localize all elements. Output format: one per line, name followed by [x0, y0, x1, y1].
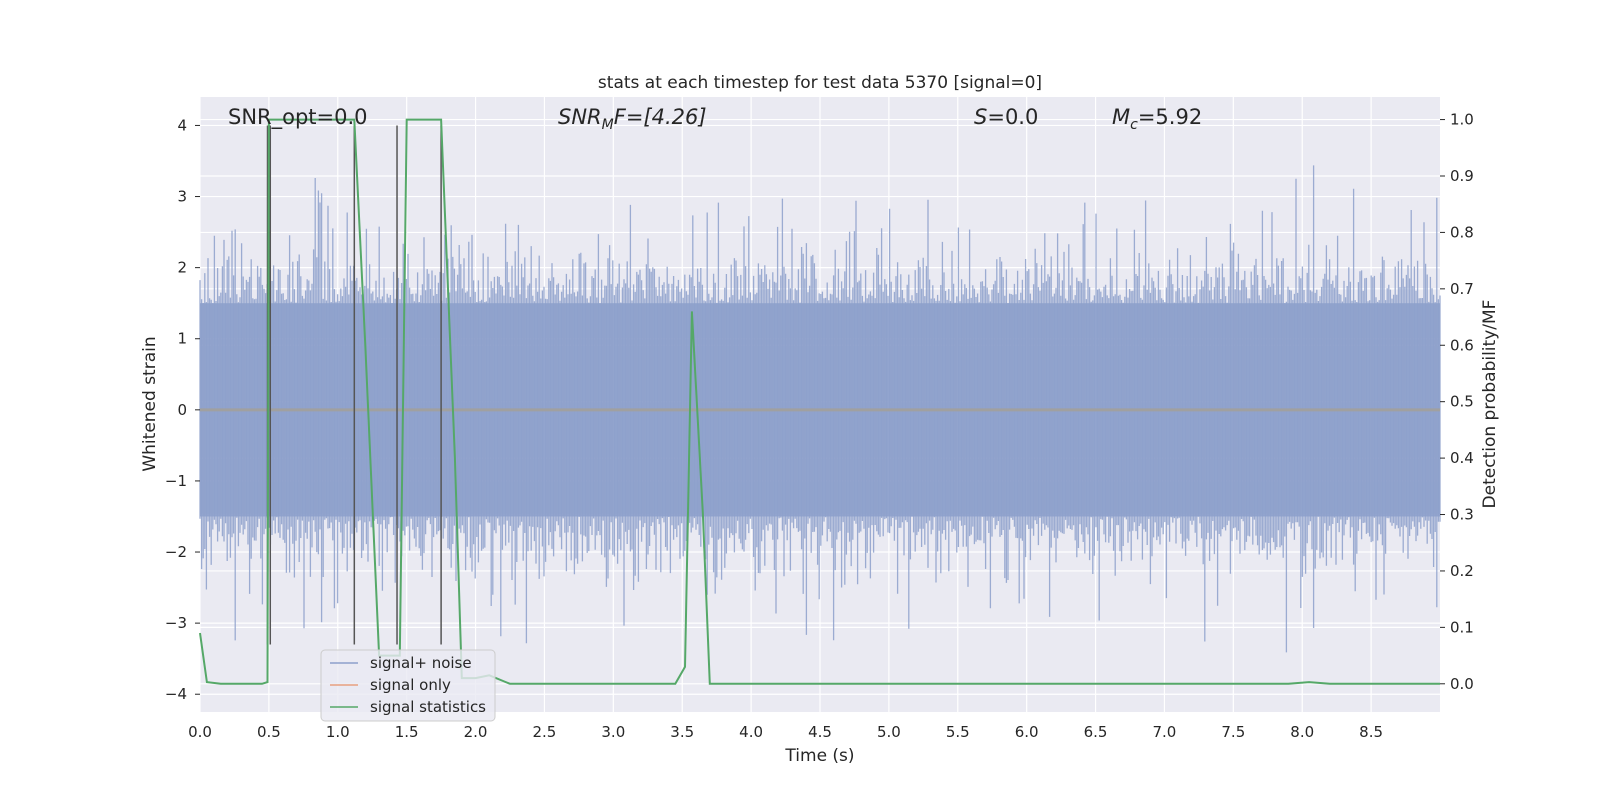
chart-title: stats at each timestep for test data 537… — [598, 73, 1042, 93]
x-tick-17: 8.5 — [1359, 723, 1383, 741]
legend-label-signal-noise: signal+ noise — [370, 654, 472, 672]
y-left-tick-8: −4 — [165, 685, 187, 703]
y-right-tick-0: 1.0 — [1450, 111, 1474, 129]
y-left-tick-6: −2 — [165, 543, 187, 561]
y-right-tick-2: 0.8 — [1450, 223, 1474, 241]
y-right-tick-4: 0.6 — [1450, 336, 1474, 354]
mc-rest: =5.92 — [1138, 105, 1202, 129]
snr-mf-sub: M — [602, 117, 614, 133]
y-right-tick-9: 0.1 — [1450, 618, 1474, 636]
y-left-tick-3: 1 — [177, 330, 187, 348]
annotation-snr-opt: SNR_opt=0.0 — [228, 105, 368, 130]
x-tick-1: 0.5 — [257, 723, 281, 741]
x-tick-7: 3.5 — [670, 723, 694, 741]
y-right-tick-3: 0.7 — [1450, 280, 1474, 298]
x-tick-labels: 0.0 0.5 1.0 1.5 2.0 2.5 3.0 3.5 4.0 4.5 5.0 5.5 6.0 6… — [188, 723, 1383, 741]
y-left-tick-2: 2 — [177, 259, 187, 277]
x-tick-16: 8.0 — [1290, 723, 1314, 741]
x-tick-15: 7.5 — [1221, 723, 1245, 741]
y-left-tick-0: 4 — [177, 116, 187, 134]
x-tick-0: 0.0 — [188, 723, 212, 741]
x-tick-11: 5.5 — [946, 723, 970, 741]
y-right-tick-8: 0.2 — [1450, 562, 1474, 580]
legend-box — [320, 649, 496, 722]
x-tick-14: 7.0 — [1153, 723, 1177, 741]
x-tick-6: 3.0 — [601, 723, 625, 741]
legend-label-signal-statistics: signal statistics — [370, 698, 486, 716]
y-right-tick-10: 0.0 — [1450, 675, 1474, 693]
annotation-mc: Mc=5.92 — [1112, 105, 1202, 133]
s-rest: =0.0 — [987, 105, 1038, 129]
x-tick-2: 1.0 — [326, 723, 350, 741]
mc-main: M — [1112, 105, 1130, 129]
mc-sub: c — [1130, 117, 1138, 133]
annotation-snr-mf: SNRMF=[4.26] — [558, 105, 707, 133]
y-left-tick-4: 0 — [177, 401, 187, 419]
x-tick-4: 2.0 — [464, 723, 488, 741]
y-right-tick-6: 0.4 — [1450, 449, 1474, 467]
y-right-tick-labels: 1.0 0.9 0.8 0.7 0.6 0.5 0.4 0.3 0.2 0.1 0.0 — [1440, 111, 1474, 693]
legend-label-signal-only: signal only — [370, 676, 451, 694]
y-left-axis-label: Whitened strain — [140, 336, 160, 471]
signal-statistics-line — [199, 118, 1440, 685]
x-tick-3: 1.5 — [395, 723, 419, 741]
x-axis-label: Time (s) — [784, 746, 854, 766]
signal-statistics-series — [199, 118, 1440, 685]
x-tick-8: 4.0 — [739, 723, 763, 741]
y-left-tick-7: −3 — [165, 614, 187, 632]
y-left-tick-1: 3 — [177, 188, 187, 206]
y-right-axis-label: Detection probability/MF — [1480, 300, 1500, 509]
y-right-tick-1: 0.9 — [1450, 167, 1474, 185]
x-tick-9: 4.5 — [808, 723, 832, 741]
s-main: S — [974, 105, 987, 129]
x-tick-5: 2.5 — [533, 723, 557, 741]
y-left-tick-5: −1 — [165, 472, 187, 490]
snr-mf-rest: F=[4.26] — [614, 105, 707, 129]
snr-mf-main: SNR — [558, 105, 602, 129]
x-tick-10: 5.0 — [877, 723, 901, 741]
y-right-tick-5: 0.5 — [1450, 393, 1474, 411]
annotation-s: S=0.0 — [974, 105, 1038, 129]
x-tick-12: 6.0 — [1015, 723, 1039, 741]
x-tick-13: 6.5 — [1084, 723, 1108, 741]
y-right-tick-7: 0.3 — [1450, 506, 1474, 524]
vertical-markers — [266, 125, 442, 645]
y-left-tick-labels: 4 3 2 1 0 −1 −2 −3 −4 — [165, 116, 200, 703]
legend: signal+ noise signal only signal statist… — [320, 649, 496, 722]
